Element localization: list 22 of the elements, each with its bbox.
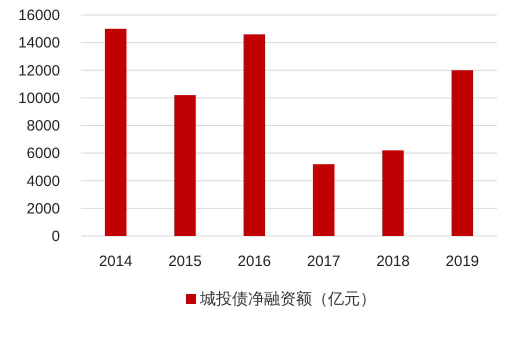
x-tick-label: 2019 (446, 253, 480, 270)
y-tick-label: 10000 (18, 90, 60, 107)
x-tick-label: 2015 (168, 253, 202, 270)
x-tick-label: 2014 (98, 253, 132, 270)
y-tick-label: 4000 (26, 172, 60, 190)
bar (452, 70, 474, 236)
bar (104, 28, 126, 236)
x-tick-label: 2017 (306, 253, 340, 270)
y-tick-label: 2000 (26, 200, 60, 218)
bar (244, 34, 266, 236)
bar (382, 150, 404, 236)
y-tick-label: 16000 (18, 7, 60, 24)
legend-label: 城投债净融资额（亿元） (199, 290, 376, 308)
y-tick-label: 6000 (26, 145, 60, 162)
bar (312, 164, 334, 236)
y-tick-label: 14000 (18, 34, 60, 52)
y-tick-label: 0 (52, 228, 60, 245)
y-tick-label: 12000 (18, 62, 60, 80)
x-tick-label: 2016 (238, 253, 272, 270)
x-tick-label: 2018 (376, 253, 410, 270)
y-tick-label: 8000 (26, 118, 60, 134)
bar (174, 95, 196, 236)
